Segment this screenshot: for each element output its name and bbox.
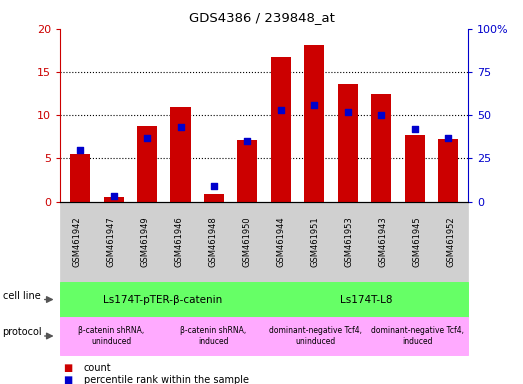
Bar (304, 45, 324, 202)
Text: GSM461946: GSM461946 (175, 217, 184, 267)
Text: GSM461953: GSM461953 (345, 217, 354, 267)
Text: GDS4386 / 239848_at: GDS4386 / 239848_at (189, 12, 334, 25)
Text: β-catenin shRNA,
uninduced: β-catenin shRNA, uninduced (78, 326, 144, 346)
Text: GSM461950: GSM461950 (243, 217, 252, 267)
Bar (104, 197, 123, 202)
Point (210, 183, 218, 189)
Text: GSM461944: GSM461944 (277, 217, 286, 267)
Point (377, 112, 385, 118)
Text: cell line: cell line (3, 291, 40, 301)
Bar (371, 94, 391, 202)
Bar (237, 140, 257, 202)
Point (143, 135, 151, 141)
Text: Ls174T-L8: Ls174T-L8 (340, 295, 392, 305)
Point (344, 109, 352, 115)
Text: GSM461952: GSM461952 (447, 217, 456, 267)
Text: GSM461947: GSM461947 (107, 217, 116, 267)
Text: GSM461943: GSM461943 (379, 217, 388, 267)
Point (76, 147, 84, 153)
Bar (271, 57, 291, 202)
Text: β-catenin shRNA,
induced: β-catenin shRNA, induced (180, 326, 246, 346)
Point (444, 135, 452, 141)
Point (411, 126, 419, 132)
Bar (137, 126, 157, 202)
Text: percentile rank within the sample: percentile rank within the sample (84, 375, 248, 384)
Text: GSM461945: GSM461945 (413, 217, 422, 267)
Bar (70, 154, 90, 202)
Text: ■: ■ (63, 375, 72, 384)
Bar (204, 194, 224, 202)
Point (243, 138, 252, 144)
Point (176, 124, 185, 131)
Point (277, 107, 285, 113)
Bar (405, 135, 425, 202)
Text: protocol: protocol (3, 327, 42, 337)
Bar (338, 84, 358, 202)
Text: GSM461949: GSM461949 (141, 217, 150, 267)
Point (109, 194, 118, 200)
Text: dominant-negative Tcf4,
uninduced: dominant-negative Tcf4, uninduced (269, 326, 361, 346)
Text: count: count (84, 363, 111, 373)
Bar (170, 108, 190, 202)
Text: GSM461948: GSM461948 (209, 217, 218, 267)
Point (310, 102, 319, 108)
Text: dominant-negative Tcf4,
induced: dominant-negative Tcf4, induced (371, 326, 463, 346)
Text: GSM461951: GSM461951 (311, 217, 320, 267)
Text: ■: ■ (63, 363, 72, 373)
Text: Ls174T-pTER-β-catenin: Ls174T-pTER-β-catenin (103, 295, 222, 305)
Text: GSM461942: GSM461942 (73, 217, 82, 267)
Bar (438, 139, 458, 202)
